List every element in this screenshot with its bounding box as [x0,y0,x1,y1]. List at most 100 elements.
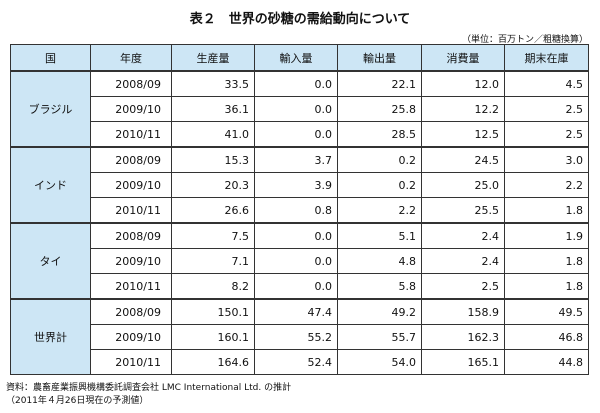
year-cell: 2009/10 [90,248,172,274]
consumption-cell: 162.3 [421,324,505,350]
year-cell: 2010/11 [90,121,172,148]
imports-cell: 55.2 [254,324,338,350]
production-cell: 150.1 [171,298,255,325]
production-cell: 41.0 [171,121,255,148]
production-cell: 26.6 [171,197,255,224]
ending-stock-cell: 46.8 [504,324,589,350]
imports-cell: 3.7 [254,146,338,173]
year-cell: 2008/09 [90,298,172,325]
country-cell: タイ [10,222,91,300]
table-row: ブラジル 2008/09 33.5 0.0 22.1 12.0 4.5 [10,70,589,148]
consumption-cell: 25.0 [421,172,505,198]
imports-cell: 47.4 [254,298,338,325]
exports-cell: 28.5 [337,121,422,148]
year-cell: 2009/10 [90,172,172,198]
ending-stock-cell: 1.8 [504,248,589,274]
production-cell: 7.1 [171,248,255,274]
imports-cell: 0.0 [254,222,338,249]
consumption-cell: 12.5 [421,121,505,148]
country-cell: ブラジル [10,70,91,148]
header-imports: 輸入量 [254,44,338,72]
table-row: 2010/11 41.0 0.0 28.5 12.5 2.5 [11,121,589,148]
table-row: 世界計 2008/09 150.1 47.4 49.2 158.9 49.5 [10,298,589,375]
imports-cell: 0.0 [254,96,338,122]
consumption-cell: 24.5 [421,146,505,173]
ending-stock-cell: 1.8 [504,273,589,300]
exports-cell: 0.2 [337,172,422,198]
imports-cell: 52.4 [254,349,338,375]
ending-stock-cell: 1.9 [504,222,589,249]
unit-note: （単位：百万トン／粗糖換算） [461,35,588,45]
consumption-cell: 2.4 [421,222,505,249]
imports-cell: 0.0 [254,248,338,274]
production-cell: 20.3 [171,172,255,198]
consumption-cell: 25.5 [421,197,505,224]
header-production: 生産量 [171,44,255,72]
ending-stock-cell: 3.0 [504,146,589,173]
consumption-cell: 12.2 [421,96,505,122]
year-cell: 2009/10 [90,324,172,350]
ending-stock-cell: 2.5 [504,96,589,122]
header-consumption: 消費量 [421,44,505,72]
exports-cell: 2.2 [337,197,422,224]
sugar-supply-demand-table: 国 年度 生産量 輸入量 輸出量 消費量 期末在庫 ブラジル 2008/09 33.… [10,44,589,375]
table-row: 2009/10 160.1 55.2 55.7 162.3 46.8 [11,324,589,350]
table-row: 2010/11 164.6 52.4 54.0 165.1 44.8 [11,349,589,375]
source-note: 資料：農畜産業振興機構委託調査会社 LMC International Ltd.… [6,383,292,393]
year-cell: 2008/09 [90,222,172,249]
imports-cell: 0.0 [254,273,338,300]
ending-stock-cell: 1.8 [504,197,589,224]
exports-cell: 55.7 [337,324,422,350]
exports-cell: 54.0 [337,349,422,375]
table-row: 2009/10 36.1 0.0 25.8 12.2 2.5 [11,96,589,122]
imports-cell: 0.0 [254,121,338,148]
imports-cell: 0.0 [254,70,338,97]
table-row: 2009/10 7.1 0.0 4.8 2.4 1.8 [11,248,589,274]
year-cell: 2010/11 [90,273,172,300]
production-cell: 36.1 [171,96,255,122]
exports-cell: 22.1 [337,70,422,97]
ending-stock-cell: 2.5 [504,121,589,148]
table-row: インド 2008/09 15.3 3.7 0.2 24.5 3.0 [10,146,589,224]
footnotes: 資料：農畜産業振興機構委託調査会社 LMC International Ltd.… [6,382,291,408]
year-cell: 2009/10 [90,96,172,122]
header-ending-stock: 期末在庫 [504,44,589,72]
page-title: 表２ 世界の砂糖の需給動向について [189,12,411,27]
header-row: 国 年度 生産量 輸入量 輸出量 消費量 期末在庫 [10,44,589,72]
year-cell: 2008/09 [90,70,172,97]
header-exports: 輸出量 [337,44,422,72]
country-cell: 世界計 [10,298,91,375]
ending-stock-cell: 49.5 [504,298,589,325]
production-cell: 7.5 [171,222,255,249]
header-country: 国 [10,44,91,72]
ending-stock-cell: 44.8 [504,349,589,375]
exports-cell: 49.2 [337,298,422,325]
production-cell: 33.5 [171,70,255,97]
exports-cell: 5.8 [337,273,422,300]
exports-cell: 0.2 [337,146,422,173]
consumption-cell: 165.1 [421,349,505,375]
production-cell: 15.3 [171,146,255,173]
header-year: 年度 [90,44,172,72]
imports-cell: 0.8 [254,197,338,224]
ending-stock-cell: 4.5 [504,70,589,97]
country-cell: インド [10,146,91,224]
table-body: ブラジル 2008/09 33.5 0.0 22.1 12.0 4.5 2009/10 36.1… [10,70,589,375]
consumption-cell: 2.4 [421,248,505,274]
consumption-cell: 2.5 [421,273,505,300]
exports-cell: 5.1 [337,222,422,249]
estimate-note: （2011年４月26日現在の予測値） [6,396,149,406]
exports-cell: 4.8 [337,248,422,274]
year-cell: 2010/11 [90,349,172,375]
production-cell: 8.2 [171,273,255,300]
table-row: 2010/11 26.6 0.8 2.2 25.5 1.8 [11,197,589,224]
year-cell: 2008/09 [90,146,172,173]
ending-stock-cell: 2.2 [504,172,589,198]
table-row: タイ 2008/09 7.5 0.0 5.1 2.4 1.9 [10,222,589,300]
production-cell: 164.6 [171,349,255,375]
consumption-cell: 12.0 [421,70,505,97]
table-row: 2009/10 20.3 3.9 0.2 25.0 2.2 [11,172,589,198]
year-cell: 2010/11 [90,197,172,224]
exports-cell: 25.8 [337,96,422,122]
table-row: 2010/11 8.2 0.0 5.8 2.5 1.8 [11,273,589,300]
